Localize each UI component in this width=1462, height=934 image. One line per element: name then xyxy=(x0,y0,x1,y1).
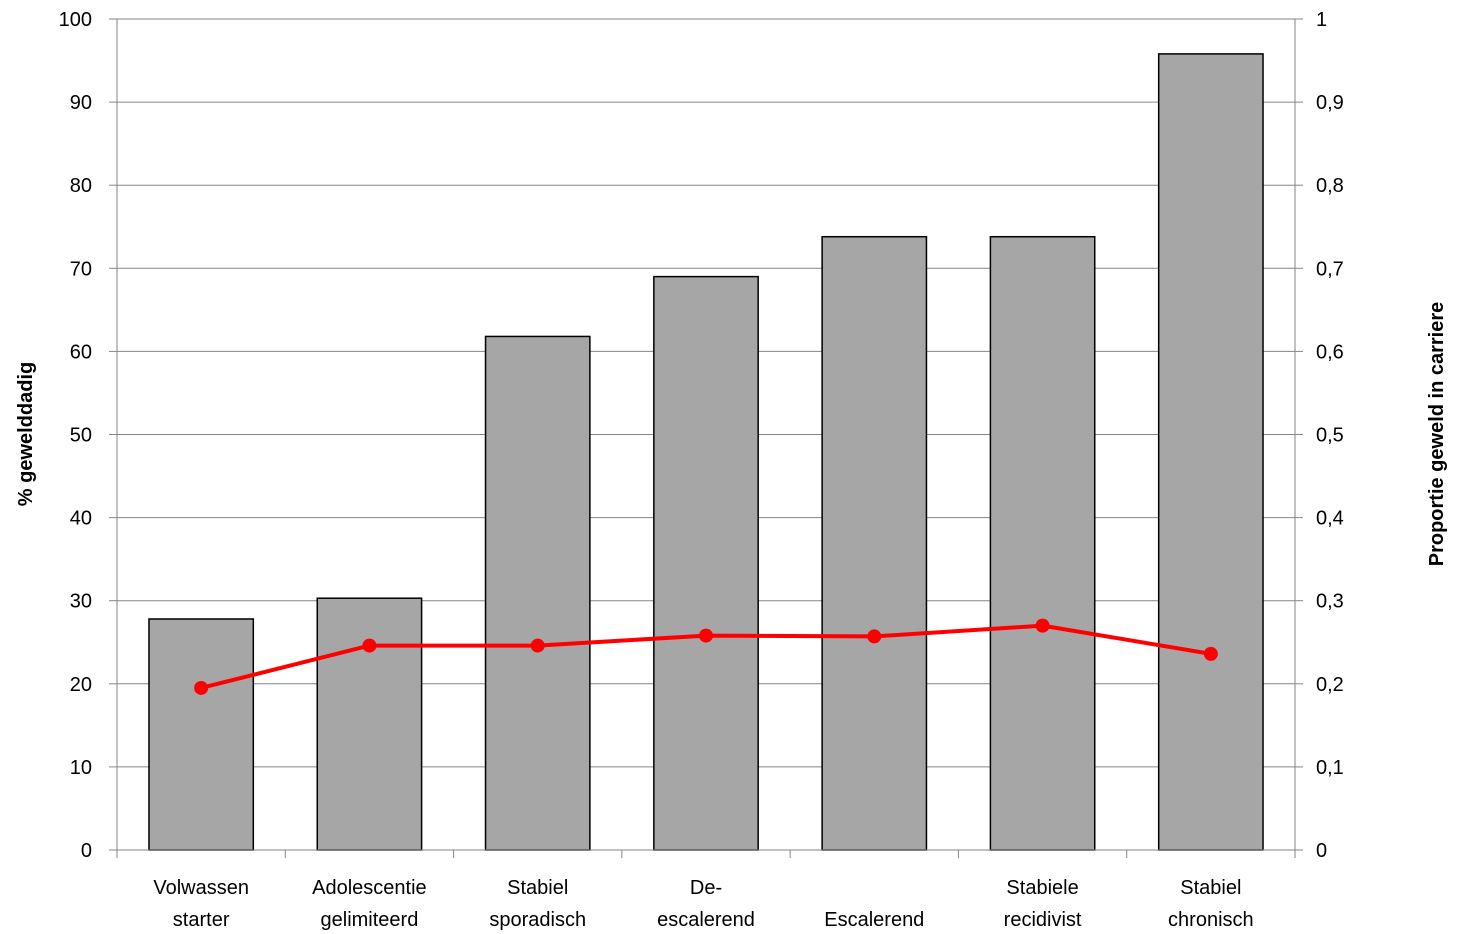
y2-tick-label: 0,4 xyxy=(1316,508,1344,530)
y-tick-label: 90 xyxy=(70,92,92,114)
line-point xyxy=(530,638,545,653)
y2-tick-label: 0,1 xyxy=(1316,757,1344,779)
line-point xyxy=(867,629,882,644)
line-point xyxy=(699,628,713,643)
line-point xyxy=(194,680,209,695)
y2-tick-label: 0,7 xyxy=(1316,258,1344,280)
line-point xyxy=(1203,646,1218,661)
y2-tick-label: 0,2 xyxy=(1316,674,1344,696)
x-tick-label: gelimiteerd xyxy=(321,909,419,931)
x-tick-label: recidivist xyxy=(1004,909,1082,931)
y2-tick-label: 0,5 xyxy=(1316,425,1344,447)
y-tick-label: 50 xyxy=(70,425,92,447)
line-point xyxy=(1035,618,1050,633)
y-tick-label: 20 xyxy=(70,674,92,696)
x-tick-label: sporadisch xyxy=(489,909,586,931)
bar xyxy=(148,618,255,851)
y-tick-label: 60 xyxy=(70,341,92,363)
y-tick-label: 10 xyxy=(70,757,92,779)
bar xyxy=(316,597,423,851)
x-tick-label: escalerend xyxy=(657,909,755,931)
y-tick-label: 100 xyxy=(59,9,92,31)
y-tick-label: 0 xyxy=(81,840,92,862)
proportion-line xyxy=(194,618,1218,695)
y-tick-label: 30 xyxy=(70,591,92,613)
x-tick-label: De- xyxy=(690,877,722,899)
x-tick-label: Adolescentie xyxy=(312,877,427,899)
y2-tick-label: 0,9 xyxy=(1316,92,1344,114)
bar xyxy=(989,235,1096,851)
axes xyxy=(109,18,1303,858)
x-tick-label: Stabiel xyxy=(507,877,568,899)
x-tick-label: Escalerend xyxy=(824,909,924,931)
x-tick-label: Stabiele xyxy=(1006,877,1078,899)
y-axis-title: % gewelddadig xyxy=(15,362,37,506)
x-tick-label: Volwassen xyxy=(153,877,249,899)
y2-tick-label: 1 xyxy=(1316,9,1327,31)
y-tick-label: 40 xyxy=(70,508,92,530)
y2-axis-title: Proportie geweld in carriere xyxy=(1426,302,1448,567)
y-tick-label: 70 xyxy=(70,258,92,280)
x-tick-label: starter xyxy=(173,909,230,931)
y2-tick-label: 0,8 xyxy=(1316,175,1344,197)
x-tick-label: chronisch xyxy=(1168,909,1254,931)
x-tick-label: Stabiel xyxy=(1180,877,1241,899)
tick-labels: 0 10 20 30 40 50 60 70 80 90 100 0 0,1 0,2 0,3 0,4 0,5 0,… xyxy=(59,9,1344,931)
bar xyxy=(484,335,591,851)
bar xyxy=(1157,53,1264,851)
y2-tick-label: 0,6 xyxy=(1316,341,1344,363)
y2-tick-label: 0 xyxy=(1316,840,1327,862)
y-tick-label: 80 xyxy=(70,175,92,197)
line-point xyxy=(362,638,377,653)
bars xyxy=(148,53,1264,851)
bar xyxy=(653,275,759,851)
y2-tick-label: 0,3 xyxy=(1316,591,1344,613)
bar xyxy=(821,235,928,851)
